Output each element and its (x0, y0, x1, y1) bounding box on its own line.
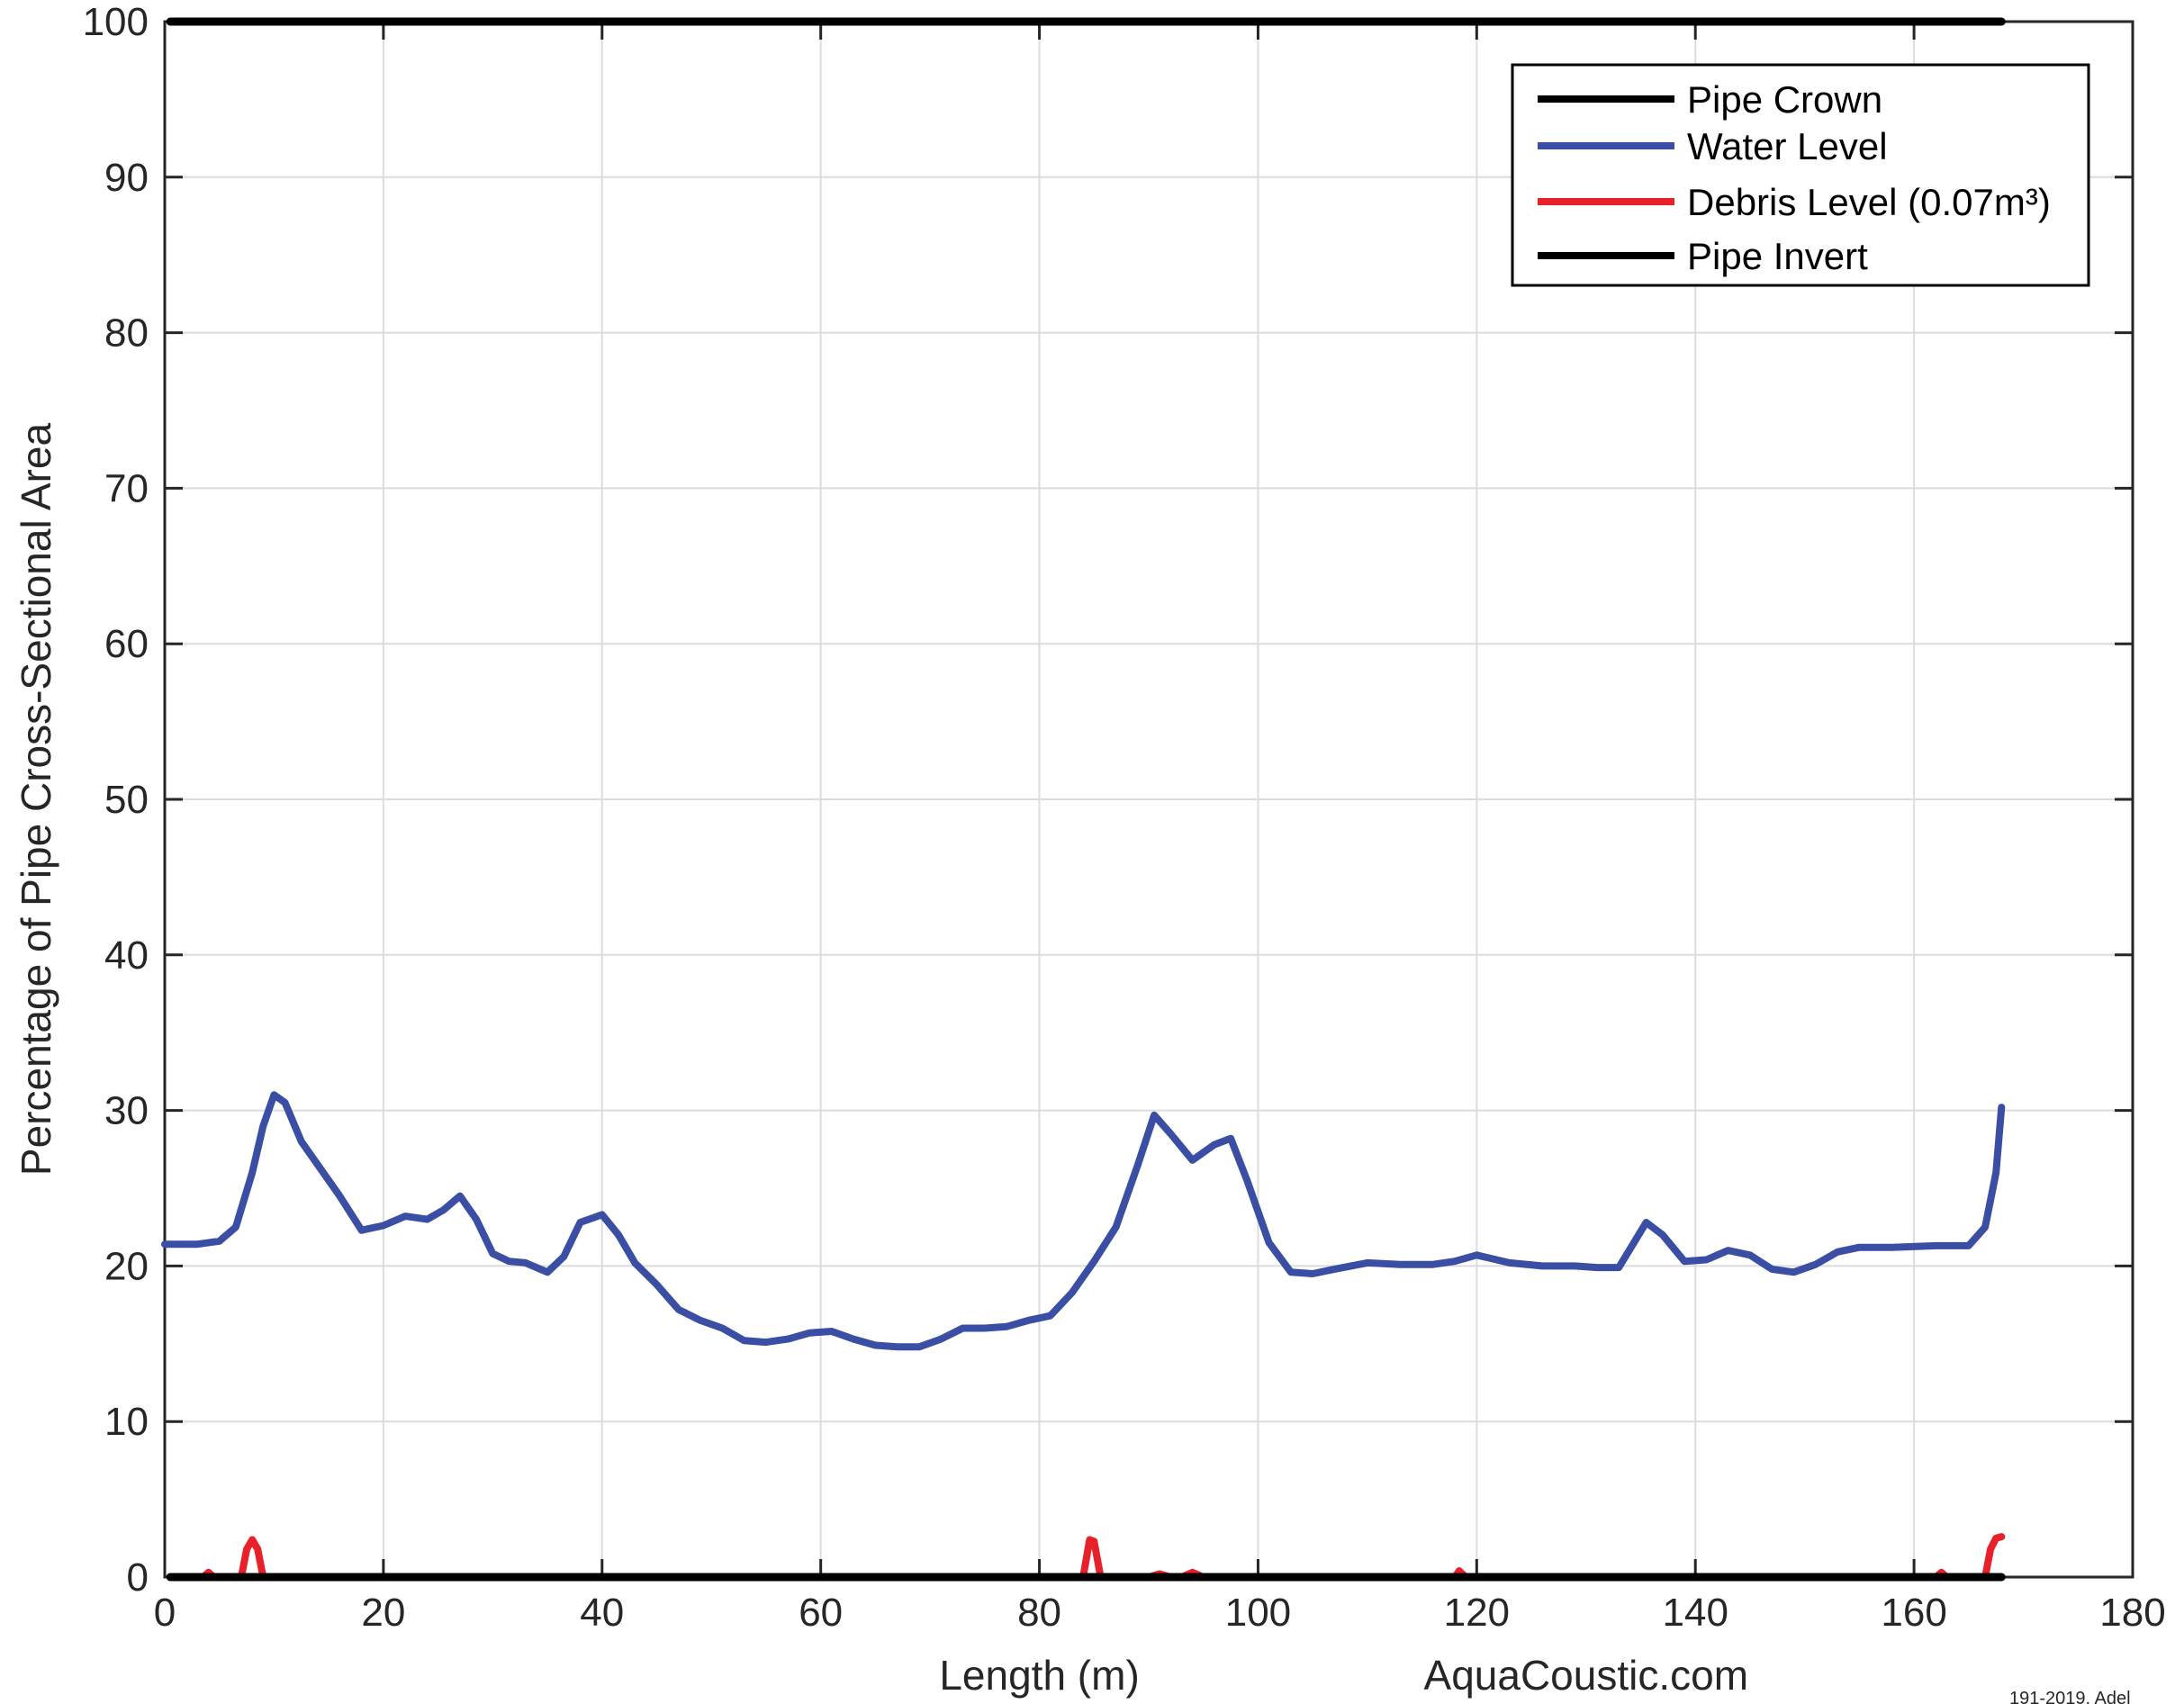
legend-label-pipe-crown: Pipe Crown (1687, 78, 1882, 121)
x-tick-label: 140 (1663, 1591, 1728, 1635)
y-tick-label: 60 (104, 622, 149, 666)
water-level-line (161, 1091, 2006, 1351)
y-tick-label: 10 (104, 1400, 149, 1444)
y-tick-label: 80 (104, 311, 149, 356)
x-tick-label: 180 (2099, 1591, 2165, 1635)
x-tick-label: 60 (799, 1591, 843, 1635)
y-tick-label: 90 (104, 156, 149, 200)
legend-label-debris-level-0-07m: Debris Level (0.07m³) (1687, 181, 2051, 223)
y-tick-label: 50 (104, 778, 149, 822)
y-axis-label: Percentage of Pipe Cross-Sectional Area (13, 423, 59, 1177)
y-tick-label: 20 (104, 1244, 149, 1288)
watermark-text: AquaCoustic.com (1424, 1652, 1749, 1699)
x-tick-label: 0 (154, 1591, 176, 1635)
legend-label-pipe-invert: Pipe Invert (1687, 235, 1868, 277)
y-tick-label: 70 (104, 466, 149, 510)
legend-label-water-level: Water Level (1687, 125, 1888, 167)
x-tick-label: 120 (1444, 1591, 1510, 1635)
x-tick-label: 40 (580, 1591, 624, 1635)
x-axis-label: Length (m) (939, 1652, 1139, 1699)
y-tick-label: 40 (104, 933, 149, 978)
y-tick-label: 100 (83, 0, 149, 44)
x-tick-label: 100 (1225, 1591, 1291, 1635)
corner-credit: 191-2019, Adel (2009, 1689, 2131, 1704)
x-tick-label: 80 (1017, 1591, 1061, 1635)
x-tick-label: 160 (1881, 1591, 1946, 1635)
y-tick-label: 0 (127, 1555, 149, 1600)
x-tick-label: 20 (361, 1591, 405, 1635)
tick-labels: 0 20 40 60 80 100 120 140 160 180 0 10 20 30 40 50 60 70 8… (83, 0, 2166, 1635)
series-lines (161, 17, 2006, 1582)
y-tick-label: 30 (104, 1089, 149, 1133)
